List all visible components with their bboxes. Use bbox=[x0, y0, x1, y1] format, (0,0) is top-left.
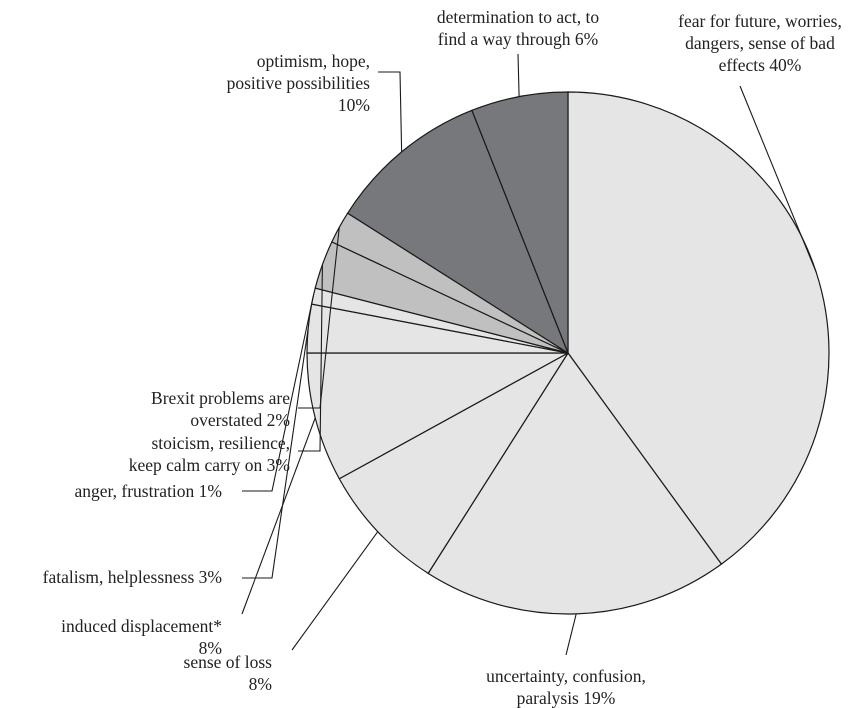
label-line: anger, frustration 1% bbox=[74, 481, 222, 501]
label-line: 8% bbox=[199, 638, 222, 658]
label-line: find a way through 6% bbox=[438, 29, 598, 49]
label-line: fatalism, helplessness 3% bbox=[43, 567, 222, 587]
leader-line-uncertainty-confusion-paralysis bbox=[565, 613, 577, 656]
label-line: paralysis 19% bbox=[517, 688, 616, 708]
label-line: uncertainty, confusion, bbox=[486, 666, 646, 686]
leader-line-anger-frustration bbox=[242, 295, 314, 492]
slice-label-sense-of-loss: sense of loss 8% bbox=[184, 652, 273, 694]
slice-label-fear-for-future-worries-dangers-sense-of-bad-effects: fear for future, worries, dangers, sense … bbox=[678, 11, 842, 75]
label-line: optimism, hope, bbox=[257, 51, 370, 71]
slice-label-determination-to-act-to-find-a-way-through: determination to act, to find a way throu… bbox=[437, 7, 600, 49]
slice-optimism-hope-positive-possibilities bbox=[346, 109, 570, 355]
label-line: sense of loss bbox=[184, 652, 273, 672]
leader-line-brexit-problems-are-overstated bbox=[298, 227, 340, 409]
slice-label-induced-displacement: induced displacement* 8% bbox=[61, 616, 222, 658]
slice-label-uncertainty-confusion-paralysis: uncertainty, confusion, paralysis 19% bbox=[486, 666, 646, 708]
label-line: 8% bbox=[249, 674, 272, 694]
label-line: 10% bbox=[338, 95, 370, 115]
slice-labels: fear for future, worries, dangers, sense … bbox=[43, 7, 842, 708]
slice-label-optimism-hope-positive-possibilities: optimism, hope, positive possibilities 10% bbox=[227, 51, 371, 115]
label-line: positive possibilities bbox=[227, 73, 371, 93]
leader-line-fear-for-future-worries-dangers-sense-of-bad-effects bbox=[739, 85, 817, 273]
label-line: induced displacement* bbox=[61, 616, 222, 636]
leader-line-stoicism-resilience-keep-calm-carry-on bbox=[298, 264, 323, 452]
leader-line-sense-of-loss bbox=[291, 531, 379, 651]
label-line: effects 40% bbox=[719, 55, 802, 75]
pie-slices bbox=[306, 91, 830, 615]
slice-label-anger-frustration: anger, frustration 1% bbox=[74, 481, 222, 501]
slice-label-brexit-problems-are-overstated: Brexit problems are overstated 2% bbox=[151, 388, 290, 430]
label-line: keep calm carry on 3% bbox=[129, 455, 290, 475]
leader-line-fatalism-helplessness bbox=[242, 328, 309, 579]
label-line: fear for future, worries, bbox=[678, 11, 842, 31]
label-line: determination to act, to bbox=[437, 7, 600, 27]
leader-line-determination-to-act-to-find-a-way-through bbox=[517, 53, 520, 97]
label-line: stoicism, resilience, bbox=[151, 433, 290, 453]
label-line: Brexit problems are bbox=[151, 388, 290, 408]
label-line: dangers, sense of bad bbox=[685, 33, 835, 53]
leader-line-optimism-hope-positive-possibilities bbox=[378, 71, 403, 152]
slice-label-stoicism-resilience-keep-calm-carry-on: stoicism, resilience, keep calm carry on … bbox=[129, 433, 290, 475]
label-line: overstated 2% bbox=[190, 410, 290, 430]
slice-label-fatalism-helplessness: fatalism, helplessness 3% bbox=[43, 567, 222, 587]
leader-lines bbox=[241, 53, 817, 656]
